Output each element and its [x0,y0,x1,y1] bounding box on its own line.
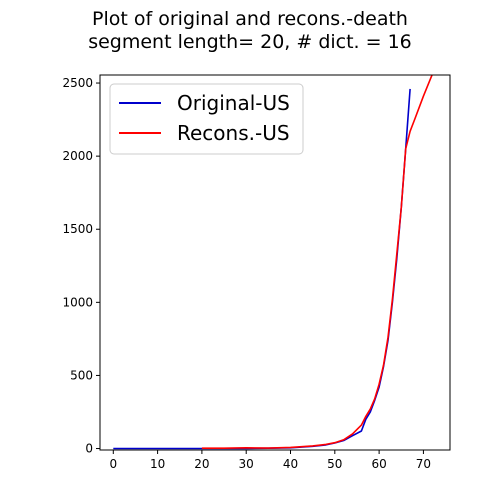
legend-label-original: Original-US [177,91,290,115]
y-tick-label: 0 [85,442,93,456]
y-tick-label: 2000 [62,149,93,163]
y-tick-label: 1500 [62,222,93,236]
x-tick-label: 30 [239,457,254,471]
x-tick-label: 40 [283,457,298,471]
y-tick-label: 1000 [62,295,93,309]
x-tick-label: 70 [416,457,431,471]
x-tick-label: 20 [194,457,209,471]
plot-frame [99,74,451,451]
x-tick-label: 60 [371,457,386,471]
y-tick-label: 500 [70,368,93,382]
legend-label-recons: Recons.-US [177,121,290,145]
x-axis: 0 10 20 30 40 50 60 70 [109,450,431,471]
x-tick-label: 50 [327,457,342,471]
x-tick-label: 10 [150,457,165,471]
y-axis: 0 500 1000 1500 2000 2500 [62,76,100,456]
chart-title-line1: Plot of original and recons.-death [92,8,408,30]
x-tick-label: 0 [109,457,117,471]
legend-box [109,83,304,155]
series-layer [113,75,433,450]
y-tick-label: 2500 [62,76,93,90]
legend: Original-US Recons.-US [109,83,304,155]
series-line-recons [201,75,433,450]
chart-title-line2: segment length= 20, # dict. = 16 [88,31,412,53]
